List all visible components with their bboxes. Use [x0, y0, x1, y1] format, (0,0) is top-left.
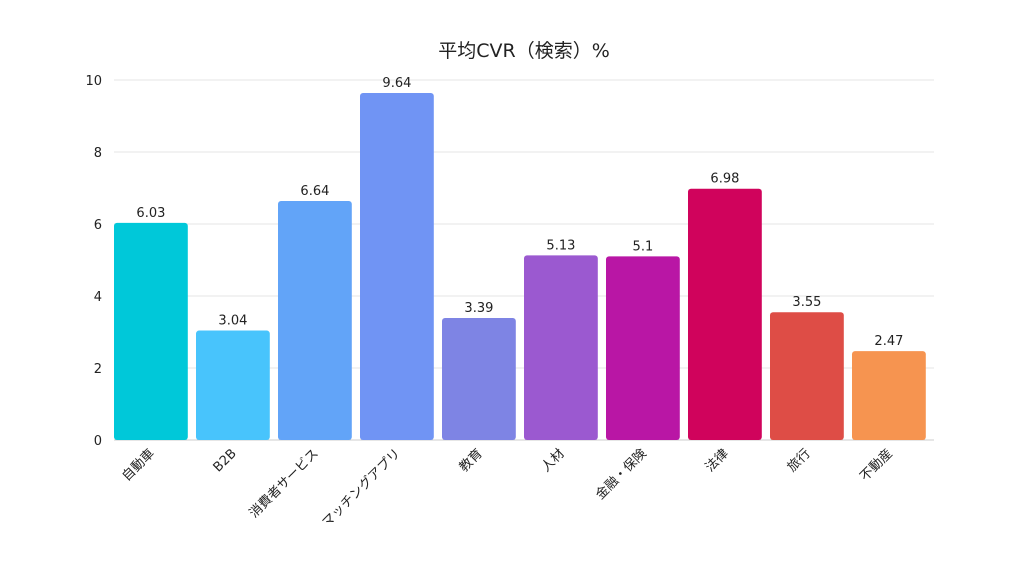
y-tick-label: 6 — [94, 218, 102, 233]
data-label-5: 5.13 — [546, 238, 575, 253]
category-label-4: 教育 — [456, 446, 486, 476]
bar-4 — [442, 317, 516, 440]
category-label-8: 旅行 — [785, 446, 814, 475]
data-label-2: 6.64 — [300, 184, 329, 199]
data-label-7: 6.98 — [710, 172, 739, 187]
bar-5 — [524, 255, 598, 440]
y-tick-label: 2 — [94, 362, 102, 377]
bar-1 — [196, 330, 270, 440]
bars — [114, 92, 926, 441]
data-label-4: 3.39 — [464, 301, 493, 316]
category-label-6: 金融・保険 — [592, 446, 649, 503]
bar-2 — [278, 200, 352, 440]
data-labels: 6.03 3.04 6.64 9.64 3.39 5.13 5.1 6.98 3.55 2.47 — [136, 76, 903, 349]
data-label-6: 5.1 — [633, 239, 654, 254]
y-axis-ticks: 0 2 4 6 8 10 — [85, 74, 102, 449]
data-label-9: 2.47 — [874, 334, 903, 349]
y-tick-label: 8 — [94, 146, 102, 161]
category-label-5: 人材 — [539, 446, 568, 475]
bar-0 — [114, 222, 188, 440]
category-label-3: マッチングアプリ — [320, 446, 404, 530]
bar-8 — [770, 312, 844, 440]
y-tick-label: 0 — [94, 434, 102, 449]
data-label-1: 3.04 — [218, 314, 247, 329]
chart-title: 平均CVR（検索）% — [438, 40, 610, 62]
category-label-2: 消費者サービス — [247, 446, 322, 521]
bar-6 — [606, 256, 680, 440]
bar-9 — [852, 351, 926, 440]
data-label-8: 3.55 — [792, 295, 821, 310]
bar-7 — [688, 188, 762, 440]
data-label-0: 6.03 — [136, 206, 165, 221]
category-label-0: 自動車 — [120, 446, 158, 484]
y-tick-label: 4 — [94, 290, 102, 305]
category-label-7: 法律 — [703, 446, 732, 475]
category-label-1: B2B — [211, 446, 240, 475]
y-tick-label: 10 — [85, 74, 102, 89]
category-label-9: 不動産 — [857, 446, 896, 485]
bar-3 — [360, 92, 434, 441]
data-label-3: 9.64 — [382, 76, 411, 91]
